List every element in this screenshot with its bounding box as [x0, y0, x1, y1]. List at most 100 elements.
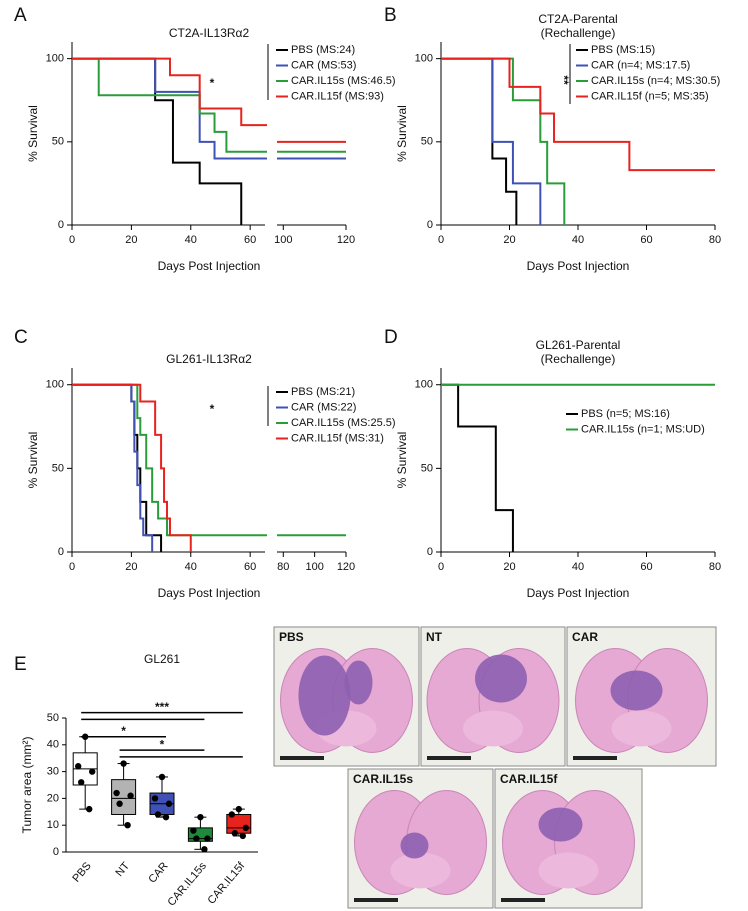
micrograph-label: PBS: [279, 630, 304, 644]
x-tick-label: PBS: [70, 860, 93, 885]
x-axis-label: Days Post Injection: [158, 586, 261, 600]
tissue-core: [463, 710, 523, 747]
scale-bar: [573, 756, 617, 760]
micrograph: CAR.IL15f: [494, 768, 643, 909]
y-tick-label: 50: [421, 462, 433, 474]
x-axis-label: Days Post Injection: [158, 259, 261, 273]
tumor: [475, 654, 527, 703]
data-point: [127, 792, 134, 799]
survival-line: [72, 57, 346, 160]
x-tick-label: 20: [503, 561, 515, 573]
x-tick-label: 0: [69, 234, 75, 246]
panel-letter: D: [384, 327, 398, 348]
y-tick-label: 50: [52, 136, 64, 148]
tumor: [538, 807, 583, 842]
tumor: [344, 660, 373, 705]
legend-label: CAR.IL15f (MS:93): [291, 90, 384, 102]
x-tick-label: 120: [337, 561, 355, 573]
tumor: [610, 670, 663, 711]
significance-label: *: [160, 737, 165, 751]
x-tick-label: 0: [438, 234, 444, 246]
x-tick-label: 40: [572, 234, 584, 246]
data-point: [190, 827, 197, 834]
chart-title: CT2A-Parental: [538, 12, 617, 26]
data-point: [151, 795, 159, 802]
y-tick-label: 100: [46, 379, 64, 391]
data-point: [116, 800, 123, 807]
y-tick-label: 50: [421, 136, 433, 148]
y-axis-label: % Survival: [26, 105, 40, 162]
x-tick-label: 80: [277, 561, 289, 573]
survival-line: [441, 57, 542, 225]
x-tick-label: 60: [640, 561, 652, 573]
y-axis-label: % Survival: [26, 432, 40, 489]
x-tick-label: CAR: [146, 860, 170, 886]
data-point: [193, 835, 200, 842]
y-axis-label: Tumor area (mm²): [20, 737, 34, 834]
x-tick-label: 80: [709, 561, 721, 573]
legend-label: CAR.IL15s (n=1; MS:UD): [581, 423, 705, 435]
significance-label: ***: [155, 700, 169, 714]
y-tick-label: 0: [427, 219, 433, 231]
panel-letter: E: [14, 654, 27, 675]
micrograph-label: NT: [426, 630, 443, 644]
y-tick-label: 30: [47, 766, 59, 778]
x-tick-label: 100: [274, 234, 292, 246]
x-tick-label: 80: [709, 234, 721, 246]
panel-letter: B: [384, 5, 397, 26]
x-tick-label: 0: [438, 561, 444, 573]
chart-title: GL261-Parental: [536, 338, 621, 352]
significance-label: *: [121, 724, 126, 738]
x-tick-label: 120: [337, 234, 355, 246]
x-tick-label: 60: [244, 234, 256, 246]
legend-label: CAR (MS:53): [291, 59, 356, 71]
x-tick-label: 20: [125, 561, 137, 573]
data-point: [162, 813, 170, 821]
chart-subtitle: (Rechallenge): [541, 352, 616, 366]
data-point: [235, 805, 242, 813]
tissue-core: [390, 852, 451, 889]
panel-letter: C: [14, 327, 28, 348]
chart-title: CT2A-IL13Rα2: [169, 26, 250, 40]
y-tick-label: 20: [47, 792, 59, 804]
data-point: [165, 800, 173, 807]
x-tick-label: 60: [640, 234, 652, 246]
y-tick-label: 40: [47, 739, 59, 751]
chart-title: GL261-IL13Rα2: [166, 352, 252, 366]
chart-subtitle: (Rechallenge): [541, 26, 616, 40]
survival-line: [72, 383, 192, 552]
survival-line: [72, 57, 346, 153]
legend-label: CAR (MS:22): [291, 401, 356, 413]
y-tick-label: 100: [46, 53, 64, 65]
y-tick-label: 0: [58, 546, 64, 558]
y-tick-label: 100: [415, 379, 433, 391]
scale-bar: [427, 756, 471, 760]
x-tick-label: 0: [69, 561, 75, 573]
data-point: [228, 811, 235, 818]
legend-label: PBS (MS:24): [291, 44, 355, 56]
scale-bar: [354, 898, 398, 902]
micrograph-label: CAR.IL15f: [500, 772, 558, 786]
micrograph: NT: [420, 626, 566, 767]
x-axis-label: Days Post Injection: [527, 259, 630, 273]
legend-label: CAR.IL15s (n=4; MS:30.5): [591, 75, 720, 87]
panel-letter: A: [14, 5, 27, 26]
data-point: [201, 846, 208, 853]
legend-label: CAR.IL15f (n=5; MS:35): [591, 90, 709, 102]
data-point: [124, 822, 131, 829]
micrograph: PBS: [273, 626, 420, 767]
micrograph: CAR: [566, 626, 717, 767]
legend-label: CAR.IL15f (MS:31): [291, 432, 384, 444]
data-point: [120, 760, 127, 767]
y-tick-label: 100: [415, 53, 433, 65]
y-tick-label: 0: [427, 546, 433, 558]
x-tick-label: 20: [125, 234, 137, 246]
x-tick-label: 100: [305, 561, 323, 573]
data-point: [78, 779, 85, 786]
survival-line: [72, 57, 243, 225]
x-axis-label: Days Post Injection: [527, 586, 630, 600]
survival-line: [72, 383, 346, 537]
tumor: [400, 832, 429, 859]
scale-bar: [501, 898, 545, 902]
significance-label: *: [210, 402, 215, 416]
